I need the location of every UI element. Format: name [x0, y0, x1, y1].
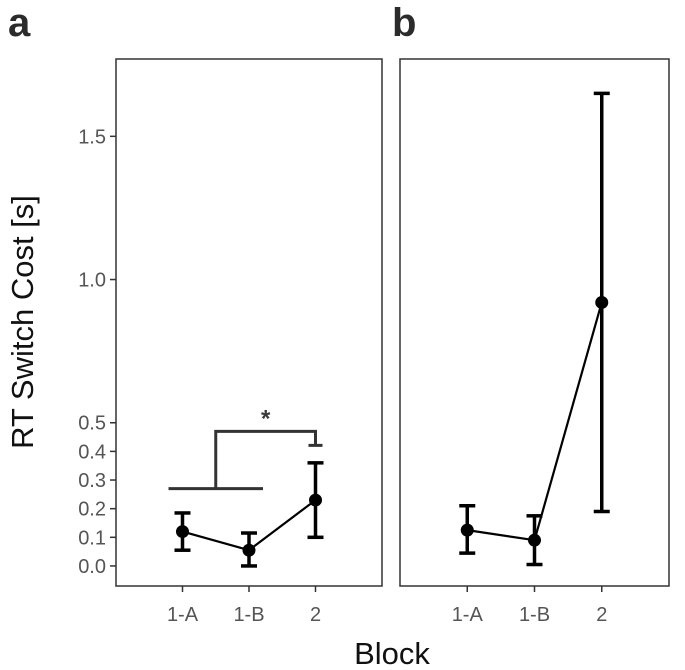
data-point	[528, 533, 541, 547]
y-tick-label: 0.1	[78, 527, 106, 549]
significance-annotation: *	[168, 405, 323, 491]
y-tick-label: 0.2	[78, 499, 106, 521]
data-point	[595, 295, 609, 309]
data-point	[242, 543, 256, 557]
x-tick-label: 2	[596, 604, 607, 626]
significance-bracket	[168, 429, 323, 491]
data-point	[460, 523, 474, 537]
data-point	[176, 525, 189, 539]
y-axis-ticks: 0.0 0.1 0.2 0.3 0.4 0.5 1.0 1.5	[78, 126, 116, 578]
panel-b-letter: b	[392, 1, 416, 45]
significance-label: *	[261, 405, 271, 432]
panel-b-x-axis: 1-A 1-B 2	[452, 586, 607, 626]
panel-a-series	[174, 461, 324, 568]
y-tick-label: 0.5	[78, 413, 106, 435]
x-tick-label: 1-A	[167, 604, 199, 626]
y-tick-label: 1.0	[78, 270, 106, 292]
x-tick-label: 1-B	[519, 604, 550, 626]
series-line	[467, 302, 603, 542]
x-tick-label: 2	[310, 604, 321, 626]
data-point	[309, 493, 322, 507]
x-tick-label: 1-A	[452, 604, 484, 626]
x-tick-label: 1-B	[233, 604, 264, 626]
y-tick-label: 0.4	[78, 441, 106, 463]
panel-a-frame	[115, 58, 383, 587]
panel-a-letter: a	[8, 1, 31, 45]
panel-b-frame	[399, 58, 670, 587]
y-tick-label: 1.5	[78, 126, 106, 148]
panel-a-x-axis: 1-A 1-B 2	[167, 586, 321, 626]
y-axis-title: RT Switch Cost [s]	[5, 195, 40, 449]
x-axis-title: Block	[354, 636, 430, 670]
y-tick-label: 0.0	[78, 556, 106, 578]
y-tick-label: 0.3	[78, 470, 106, 492]
panel-b-series	[459, 91, 610, 567]
